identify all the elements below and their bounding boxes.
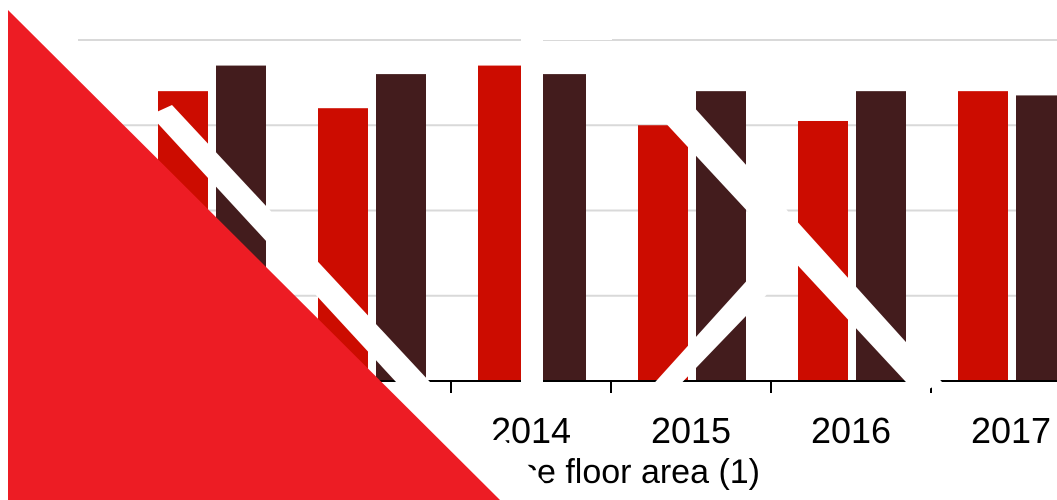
white-diagonal-stripe — [660, 95, 942, 395]
bar-series-1 — [478, 65, 528, 381]
white-diagonal-stripe — [648, 244, 800, 395]
white-gap — [521, 0, 543, 382]
x-tick-label: 2017 — [971, 410, 1051, 451]
white-diagonal-stripe — [480, 440, 560, 500]
white-block — [542, 0, 612, 40]
x-axis-tick-labels: 2014 2015 2016 2017 — [491, 410, 1051, 451]
bar-series-1 — [958, 91, 1008, 382]
white-diagonal-stripe — [150, 105, 430, 395]
bar-series-2 — [376, 74, 426, 381]
bar-series-2 — [1016, 95, 1057, 381]
legend-label: ce floor area (1) — [520, 453, 760, 491]
bar-series-2 — [536, 74, 586, 381]
x-tick-label: 2016 — [811, 410, 891, 451]
bar-series-1 — [638, 125, 688, 381]
red-triangle-overlay — [8, 10, 500, 500]
x-tick-label: 2015 — [651, 410, 731, 451]
